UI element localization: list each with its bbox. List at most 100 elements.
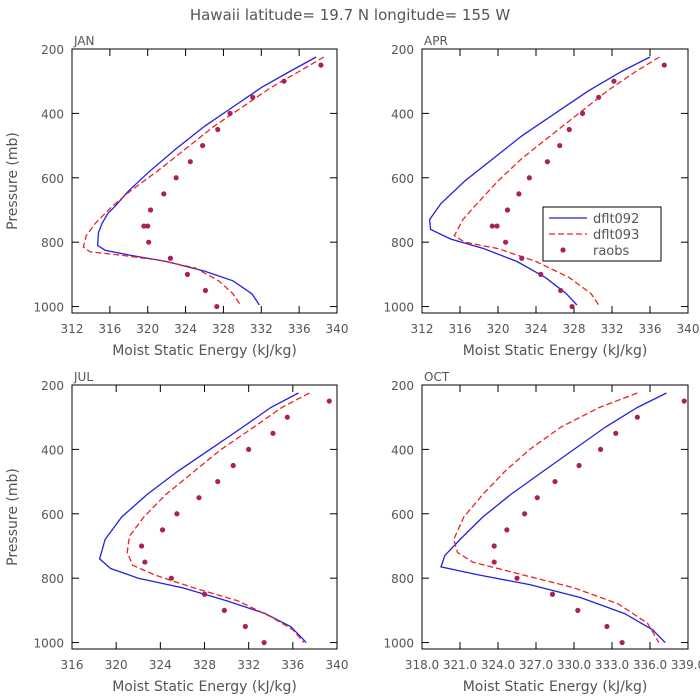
- raobs-point: [549, 591, 556, 597]
- raobs-point: [221, 607, 227, 613]
- dflt093-line: [126, 392, 310, 644]
- dflt092-line: [98, 392, 307, 644]
- x-tick-label: 332: [237, 658, 260, 672]
- dflt092-line: [440, 392, 667, 644]
- x-tick-label: 321.0: [443, 658, 477, 672]
- x-tick-label: 320: [105, 658, 128, 672]
- y-tick-label: 800: [41, 236, 64, 250]
- raobs-point: [187, 159, 193, 165]
- raobs-point: [557, 142, 563, 149]
- x-axis-label: Moist Static Energy (kJ/kg): [112, 679, 297, 695]
- panel-oct: 318.0 321.0 324.0 327.0 330.0 333.0 336.0 339.0…: [383, 370, 700, 695]
- raobs-point: [326, 398, 332, 404]
- plot-frame: [421, 384, 689, 650]
- y-tick-label: 600: [41, 508, 64, 522]
- legend-dflt093-label: dflt093: [593, 228, 639, 243]
- x-tick-label: 332: [250, 322, 273, 336]
- plot-frame: [421, 48, 689, 314]
- raobs-point: [558, 287, 564, 294]
- y-axis-label: Pressure (mb): [5, 132, 21, 230]
- raobs-point: [613, 430, 619, 436]
- raobs-point: [534, 495, 540, 501]
- x-tick-label: 333.0: [595, 658, 629, 672]
- x-tick-label: 332: [601, 322, 624, 336]
- y-axis-label: Pressure (mb): [5, 468, 21, 566]
- x-tick-label: 316: [449, 322, 472, 336]
- x-tick-label: 328: [193, 658, 216, 672]
- raobs-point: [281, 78, 287, 84]
- raobs-point: [596, 94, 602, 100]
- panel-jan: 312 316 320 324 328 332 336 340 200 400 600 800 1000…: [5, 34, 348, 359]
- raobs-point: [494, 223, 500, 229]
- raobs-point: [284, 414, 290, 420]
- raobs-point: [202, 287, 209, 294]
- dflt092-line: [428, 56, 651, 306]
- raobs-point: [575, 607, 581, 613]
- x-tick-label: 312: [61, 322, 84, 336]
- y-tick-label: 200: [41, 379, 64, 393]
- raobs-point: [519, 255, 525, 261]
- y-tick-label: 400: [391, 107, 414, 121]
- raobs-point: [514, 575, 520, 581]
- x-tick-label: 340: [326, 322, 349, 336]
- y-tick-label: 600: [41, 172, 64, 186]
- legend-raobs-label: raobs: [593, 244, 630, 259]
- raobs-point: [246, 446, 252, 452]
- raobs-point: [544, 159, 551, 165]
- raobs-point: [159, 527, 166, 533]
- y-tick-label: 800: [391, 236, 414, 250]
- raobs-point: [522, 511, 528, 517]
- raobs-point: [230, 462, 236, 469]
- raobs-point: [168, 575, 174, 581]
- raobs-point: [552, 478, 558, 485]
- panel-label: OCT: [424, 370, 450, 384]
- raobs-point: [318, 62, 324, 68]
- raobs-point: [604, 623, 610, 630]
- legend-raobs-marker: [560, 247, 566, 253]
- raobs-point: [141, 223, 147, 229]
- raobs-point: [227, 110, 233, 116]
- x-tick-label: 312: [411, 322, 434, 336]
- raobs-point: [184, 271, 191, 277]
- x-tick-label: 318.0: [405, 658, 439, 672]
- raobs-point: [242, 623, 248, 630]
- raobs-point: [681, 398, 687, 404]
- x-tick-label: 336.0: [633, 658, 667, 672]
- raobs-point: [538, 271, 544, 277]
- raobs-point: [142, 559, 148, 565]
- x-tick-label: 328: [563, 322, 586, 336]
- panel-label: JUL: [73, 370, 93, 384]
- x-tick-label: 324: [149, 658, 172, 672]
- raobs-point: [270, 430, 276, 436]
- x-tick-label: 327.0: [519, 658, 553, 672]
- raobs-point: [147, 207, 154, 213]
- y-tick-label: 1000: [383, 637, 414, 651]
- y-tick-label: 200: [391, 379, 414, 393]
- x-tick-label: 316: [61, 658, 84, 672]
- raobs-point: [201, 591, 208, 597]
- x-tick-label: 324: [525, 322, 548, 336]
- dflt093-line: [453, 56, 660, 306]
- y-tick-label: 1000: [383, 301, 414, 315]
- x-tick-label: 328: [212, 322, 235, 336]
- x-tick-label: 324: [174, 322, 197, 336]
- raobs-point: [516, 191, 522, 197]
- panel-label: APR: [424, 34, 448, 48]
- x-tick-label: 339.0: [671, 658, 700, 672]
- plot-frame: [71, 48, 338, 314]
- x-tick-label: 336: [288, 322, 311, 336]
- raobs-point: [619, 639, 625, 646]
- raobs-point: [491, 559, 497, 565]
- x-axis-label: Moist Static Energy (kJ/kg): [112, 343, 297, 359]
- y-tick-label: 1000: [33, 637, 64, 651]
- x-axis-label: Moist Static Energy (kJ/kg): [463, 679, 648, 695]
- y-tick-label: 200: [41, 43, 64, 57]
- y-tick-label: 400: [41, 443, 64, 457]
- raobs-point: [504, 207, 511, 213]
- x-tick-label: 316: [98, 322, 121, 336]
- x-tick-label: 336: [281, 658, 304, 672]
- raobs-point: [138, 543, 145, 549]
- panel-apr: 312 316 320 324 328 332 336 340 200 400 600 800 1000…: [383, 34, 699, 359]
- raobs-point: [196, 495, 202, 501]
- raobs-point: [145, 223, 151, 229]
